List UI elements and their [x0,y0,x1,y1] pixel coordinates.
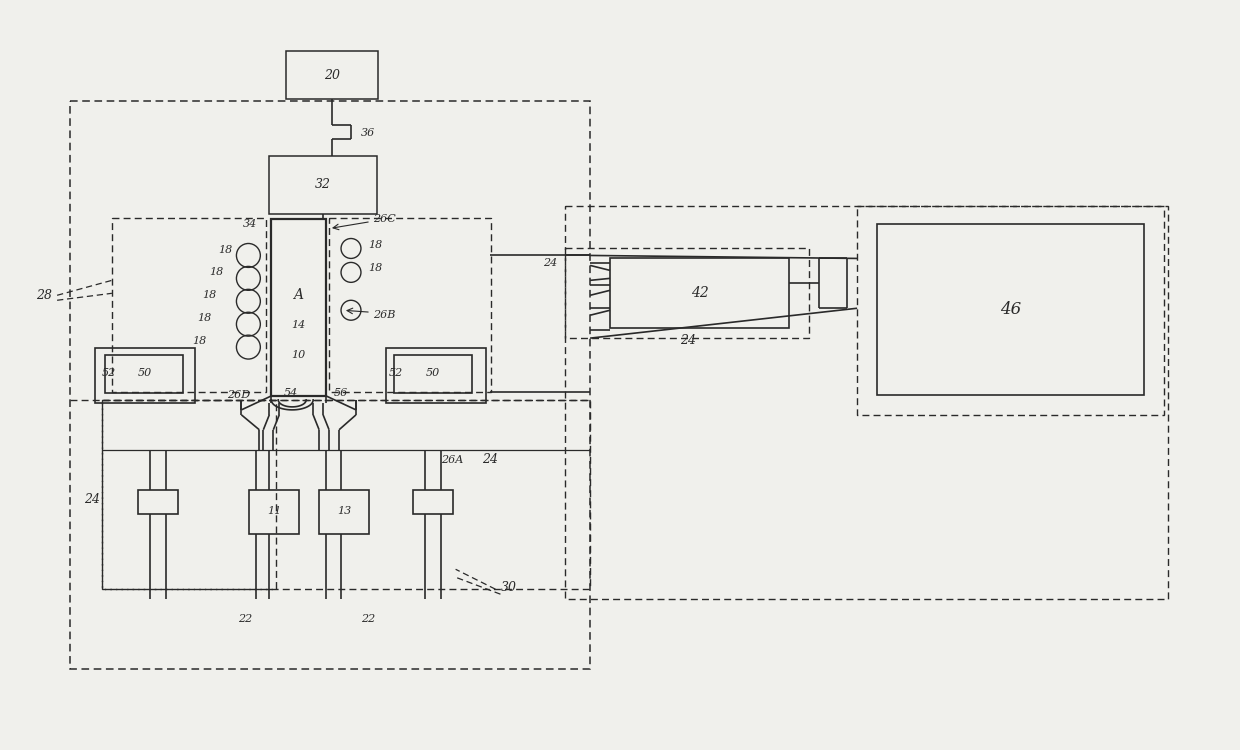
Text: 22: 22 [238,614,253,624]
Bar [610,259,790,328]
Bar [877,224,1145,395]
Text: 13: 13 [337,506,351,517]
Text: 10: 10 [291,350,305,360]
Bar [565,206,1168,599]
Text: 24: 24 [482,453,498,466]
Text: 52: 52 [102,368,117,378]
Bar [319,490,370,535]
Text: 14: 14 [291,320,305,330]
Text: 22: 22 [361,614,376,624]
Text: 46: 46 [999,301,1022,318]
Bar [102,400,590,590]
Bar [286,51,378,99]
Bar [112,217,267,392]
Text: 50: 50 [425,368,440,378]
Bar [105,355,182,393]
Text: 24: 24 [84,493,100,506]
Bar [95,348,195,403]
Bar [413,490,453,514]
Text: 56: 56 [334,388,348,398]
Text: 24: 24 [543,259,557,268]
Bar [565,248,810,338]
Bar [857,206,1164,415]
Text: 18: 18 [192,336,207,346]
Text: 42: 42 [691,286,708,300]
Bar [269,156,377,214]
Text: 18: 18 [218,245,233,256]
Text: 26A: 26A [440,454,463,465]
Text: 26C: 26C [373,214,396,223]
Bar [394,355,471,393]
Text: 28: 28 [36,289,52,302]
Text: 54: 54 [284,388,299,398]
Bar [138,490,177,514]
Bar [329,217,491,392]
Text: 18: 18 [202,290,217,300]
Bar [249,490,299,535]
Text: 20: 20 [324,68,340,82]
Bar [386,348,486,403]
Text: 52: 52 [389,368,403,378]
Text: 26B: 26B [373,310,396,320]
Bar [102,400,277,590]
Text: 50: 50 [138,368,151,378]
Text: 18: 18 [197,314,212,323]
Text: 18: 18 [368,241,382,250]
Text: 26D: 26D [227,390,250,400]
Text: 18: 18 [368,263,382,274]
Bar [272,218,326,396]
Text: 30: 30 [501,580,516,594]
Text: 24: 24 [680,334,696,346]
Text: 36: 36 [361,128,376,138]
Text: 34: 34 [243,218,258,229]
Text: 11: 11 [267,506,281,517]
Bar [69,101,590,669]
Text: 18: 18 [210,268,223,278]
Text: 32: 32 [315,178,331,191]
Text: A: A [293,288,304,302]
